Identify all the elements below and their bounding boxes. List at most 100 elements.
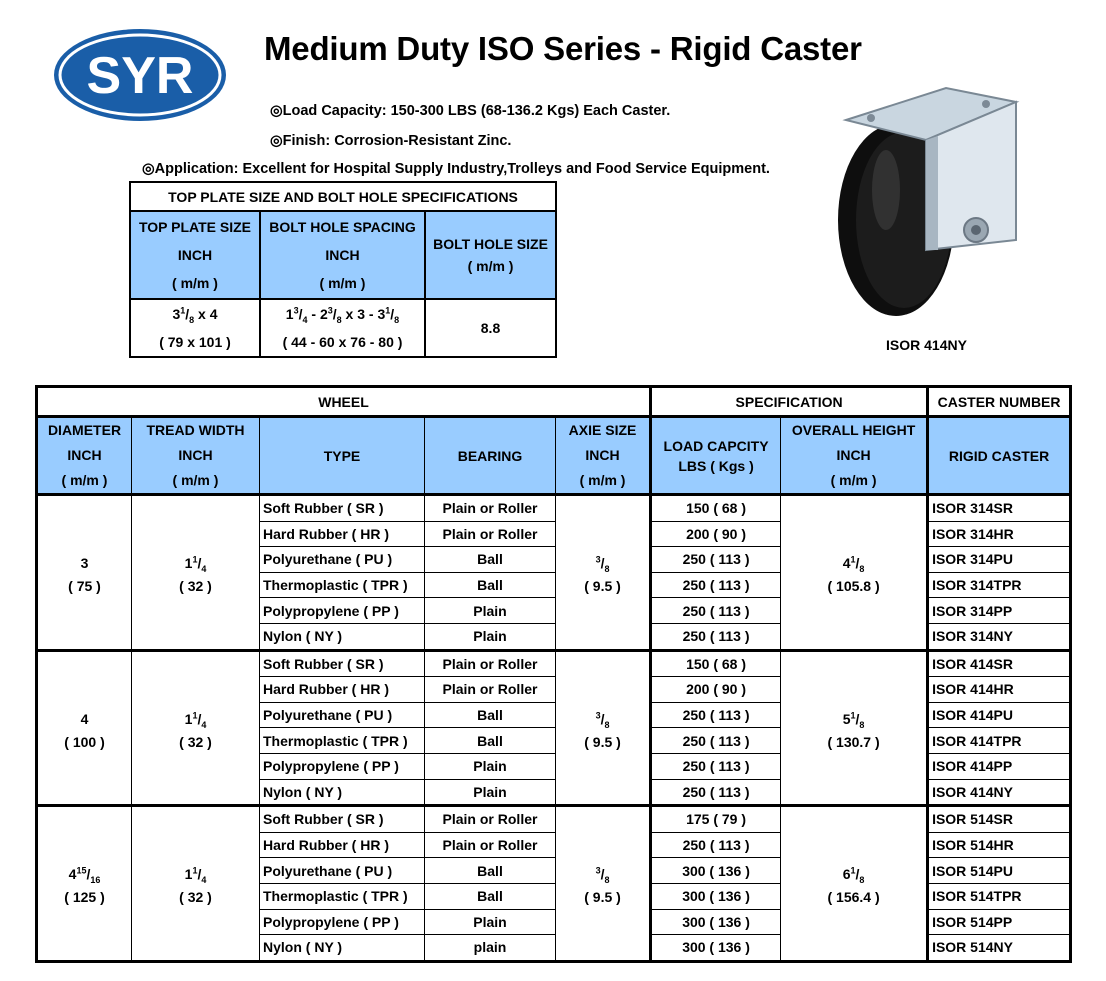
table-row: Thermoplastic ( TPR ) Ball 250 ( 113 ) ISOR… — [37, 571, 1072, 599]
bearing-cell: Plain or Roller — [424, 649, 556, 678]
wheel-type-cell: Polyurethane ( PU ) — [259, 701, 425, 729]
wheel-type-cell: Polypropylene ( PP ) — [259, 597, 425, 624]
load-capacity-cell: 250 ( 113 ) — [649, 752, 782, 780]
load-capacity-header: LOAD CAPCITY LBS ( Kgs ) — [649, 415, 782, 496]
caster-number-cell: ISOR 414HR — [926, 676, 1072, 703]
load-capacity-cell: 250 ( 113 ) — [649, 597, 782, 624]
bearing-cell: Plain — [424, 622, 556, 652]
syr-logo: SYR — [54, 29, 226, 121]
bearing-cell: Ball — [424, 571, 556, 599]
caster-number-cell: ISOR 414PP — [926, 752, 1072, 780]
load-capacity-cell: 250 ( 113 ) — [649, 727, 782, 754]
bearing-cell: Plain — [424, 752, 556, 780]
load-capacity-cell: 150 ( 68 ) — [649, 649, 782, 678]
caster-number-cell: ISOR 414TPR — [926, 727, 1072, 754]
load-capacity-cell: 300 ( 136 ) — [649, 857, 782, 884]
caster-number-cell: ISOR 414PU — [926, 701, 1072, 729]
load-capacity-cell: 175 ( 79 ) — [649, 805, 782, 833]
overall-height-cell: 51/8( 130.7 ) — [780, 649, 929, 808]
diameter-header: DIAMETER INCH( m/m ) — [36, 415, 132, 496]
caster-number-cell: ISOR 514PU — [926, 857, 1072, 884]
bearing-cell: Ball — [424, 882, 556, 910]
wheel-type-cell: Nylon ( NY ) — [259, 934, 425, 963]
diameter-cell: 415/16( 125 ) — [36, 805, 132, 963]
table-row: Polypropylene ( PP ) Plain 300 ( 136 ) ISOR… — [37, 908, 1072, 936]
table-row: Polypropylene ( PP ) Plain 250 ( 113 ) ISOR… — [37, 597, 1072, 624]
top-plate-size-value: 31/8 x 4 ( 79 x 101 ) — [129, 298, 261, 358]
caster-number-cell: ISOR 314HR — [926, 520, 1072, 548]
caster-number-cell: ISOR 314TPR — [926, 571, 1072, 599]
diameter-cell: 3( 75 ) — [36, 494, 132, 652]
bearing-cell: Plain — [424, 597, 556, 624]
diameter-cell: 4( 100 ) — [36, 649, 132, 808]
caster-number-cell: ISOR 314PU — [926, 546, 1072, 573]
wheel-type-cell: Nylon ( NY ) — [259, 622, 425, 652]
tread-width-header: TREAD WIDTH INCH( m/m ) — [131, 415, 260, 496]
specification-group-header: SPECIFICATION — [649, 385, 930, 418]
bearing-cell: Ball — [424, 727, 556, 754]
wheel-type-cell: Polyurethane ( PU ) — [259, 857, 425, 884]
bearing-cell: Plain or Roller — [424, 831, 556, 859]
wheel-type-cell: Soft Rubber ( SR ) — [259, 494, 425, 522]
type-header: TYPE — [259, 415, 425, 496]
caster-number-cell: ISOR 514HR — [926, 831, 1072, 859]
overall-height-header: OVERALL HEIGHT INCH( m/m ) — [780, 415, 929, 496]
wheel-type-cell: Thermoplastic ( TPR ) — [259, 882, 425, 910]
load-capacity-cell: 200 ( 90 ) — [649, 676, 782, 703]
load-capacity-cell: 300 ( 136 ) — [649, 882, 782, 910]
bearing-cell: Plain or Roller — [424, 805, 556, 833]
axle-size-cell: 3/8( 9.5 ) — [554, 805, 652, 963]
bearing-cell: Plain or Roller — [424, 520, 556, 548]
caster-number-cell: ISOR 314PP — [926, 597, 1072, 624]
load-capacity-cell: 250 ( 113 ) — [649, 778, 782, 808]
bearing-cell: Ball — [424, 546, 556, 573]
load-capacity-cell: 250 ( 113 ) — [649, 571, 782, 599]
table-row: Polyurethane ( PU ) Ball 300 ( 136 ) ISOR 5… — [37, 857, 1072, 884]
table-row: Nylon ( NY ) plain 300 ( 136 ) ISOR 514NY — [37, 934, 1072, 963]
load-capacity-cell: 250 ( 113 ) — [649, 701, 782, 729]
page-title: Medium Duty ISO Series - Rigid Caster — [264, 30, 862, 67]
caster-spec-table: WHEEL SPECIFICATION CASTER NUMBER DIAMET… — [34, 385, 1073, 963]
table-row: 3( 75 ) 11/4( 32 ) Soft Rubber ( SR ) Plain… — [36, 494, 1072, 652]
top-plate-size-header: TOP PLATE SIZE INCH( m/m ) — [129, 210, 261, 300]
tread-width-cell: 11/4( 32 ) — [131, 805, 260, 963]
load-capacity-cell: 150 ( 68 ) — [649, 494, 782, 522]
tread-width-cell: 11/4( 32 ) — [131, 494, 260, 652]
wheel-type-cell: Thermoplastic ( TPR ) — [259, 571, 425, 599]
bearing-cell: Ball — [424, 857, 556, 884]
load-capacity-cell: 200 ( 90 ) — [649, 520, 782, 548]
caster-photo — [838, 86, 1020, 316]
load-capacity-note: ◎Load Capacity: 150-300 LBS (68-136.2 Kg… — [270, 103, 671, 119]
table-row: 415/16( 125 ) 11/4( 32 ) Soft Rubber ( SR … — [36, 805, 1072, 963]
bearing-cell: plain — [424, 934, 556, 963]
bolt-hole-size-header: BOLT HOLE SIZE( m/m ) — [423, 210, 558, 300]
axle-size-cell: 3/8( 9.5 ) — [554, 649, 652, 808]
load-capacity-cell: 250 ( 113 ) — [649, 831, 782, 859]
bolt-hole-spacing-header: BOLT HOLE SPACING INCH( m/m ) — [259, 210, 426, 300]
caster-number-cell: ISOR 514SR — [926, 805, 1072, 833]
wheel-type-cell: Soft Rubber ( SR ) — [259, 805, 425, 833]
table-row: Thermoplastic ( TPR ) Ball 300 ( 136 ) ISOR… — [37, 882, 1072, 910]
caster-number-cell: ISOR 514TPR — [926, 882, 1072, 910]
caster-number-cell: ISOR 514PP — [926, 908, 1072, 936]
table-row: Nylon ( NY ) Plain 250 ( 113 ) ISOR 314NY — [37, 622, 1072, 652]
wheel-type-cell: Thermoplastic ( TPR ) — [259, 727, 425, 754]
caster-number-cell: ISOR 514NY — [926, 934, 1072, 963]
application-note: ◎Application: Excellent for Hospital Sup… — [142, 161, 770, 177]
top-plate-table: TOP PLATE SIZE AND BOLT HOLE SPECIFICATI… — [128, 181, 558, 358]
caster-number-cell: ISOR 414NY — [926, 778, 1072, 808]
bearing-cell: Plain — [424, 778, 556, 808]
bearing-cell: Ball — [424, 701, 556, 729]
caster-number-cell: ISOR 314SR — [926, 494, 1072, 522]
photo-caption: ISOR 414NY — [886, 337, 967, 353]
wheel-type-cell: Hard Rubber ( HR ) — [259, 831, 425, 859]
bolt-hole-size-value: 8.8 — [423, 298, 558, 358]
logo-text: SYR — [87, 47, 194, 105]
load-capacity-cell: 250 ( 113 ) — [649, 546, 782, 573]
table-row: Polypropylene ( PP ) Plain 250 ( 113 ) ISOR… — [37, 752, 1072, 780]
top-plate-title: TOP PLATE SIZE AND BOLT HOLE SPECIFICATI… — [128, 181, 558, 212]
bearing-header: BEARING — [424, 415, 556, 496]
rigid-caster-header: RIGID CASTER — [926, 415, 1072, 496]
tread-width-cell: 11/4( 32 ) — [131, 649, 260, 808]
bearing-cell: Plain — [424, 908, 556, 936]
